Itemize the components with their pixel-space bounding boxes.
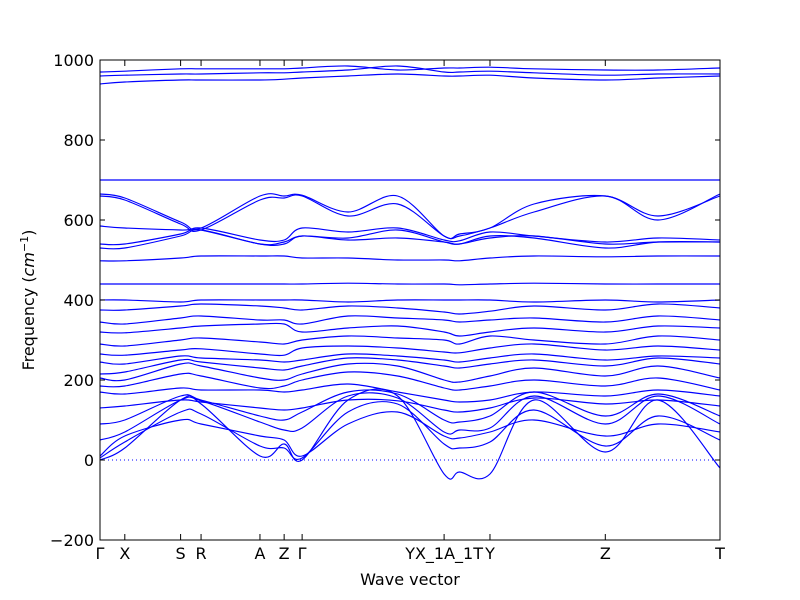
band-line-6 [99,397,721,413]
band-line-8 [99,371,721,391]
y-axis-label: Frequency (cm−1) [18,230,39,371]
x-tick-label: YX_1A_1T [404,544,483,564]
x-tick-labels: Γ X S R A Z Γ YX_1A_1T Y Z T [96,544,726,564]
y-tick-label: 0 [84,451,94,470]
band-line-17 [99,299,721,303]
band-line-20 [99,229,721,250]
band-line-2 [99,401,721,460]
y-tick-labels: −200 0 200 400 600 800 1000 [50,51,94,550]
y-tick-label: 800 [63,131,94,150]
x-tick-label: S [176,544,186,563]
x-tick-label: A [254,544,265,563]
band-line-7 [99,383,721,403]
band-line-24 [99,193,721,240]
plot-frame [99,59,721,541]
x-tick-label: Γ [96,544,105,563]
band-line-4 [99,392,721,441]
band-line-11 [99,353,721,365]
y-tick-label: 600 [63,211,94,230]
band-line-13 [99,335,721,347]
band-line-19 [99,255,721,262]
band-line-27 [99,65,721,77]
y-axis-label-text: Frequency ( [19,276,38,370]
y-tick-label: −200 [50,531,94,550]
band-line-15 [99,315,721,325]
y-axis-label-exponent: −1 [18,236,31,252]
y-tick-label: 200 [63,371,94,390]
x-tick-label: Γ [298,544,307,563]
y-axis-label-unit: cm [19,252,38,276]
y-axis-label-close: ) [19,230,38,236]
band-line-10 [99,357,721,375]
band-line-12 [99,343,721,357]
band-line-14 [99,322,721,337]
y-tick-label: 400 [63,291,94,310]
band-line-16 [99,303,721,315]
band-line-3 [99,411,721,457]
x-tick-label: X [119,544,130,563]
x-tick-label: T [714,544,725,563]
x-axis-label: Wave vector [360,570,460,589]
x-tick-label: Z [600,544,611,563]
x-tick-label: Z [279,544,290,563]
band-line-28 [99,65,721,73]
y-tick-label: 1000 [53,51,94,70]
band-line-26 [99,73,721,85]
band-line-5 [99,389,721,425]
band-line-18 [100,282,720,286]
band-line-23 [99,193,721,240]
band-line-9 [99,362,721,383]
band-lines [99,65,721,480]
x-tick-label: Y [484,544,495,563]
x-tick-label: R [195,544,206,563]
